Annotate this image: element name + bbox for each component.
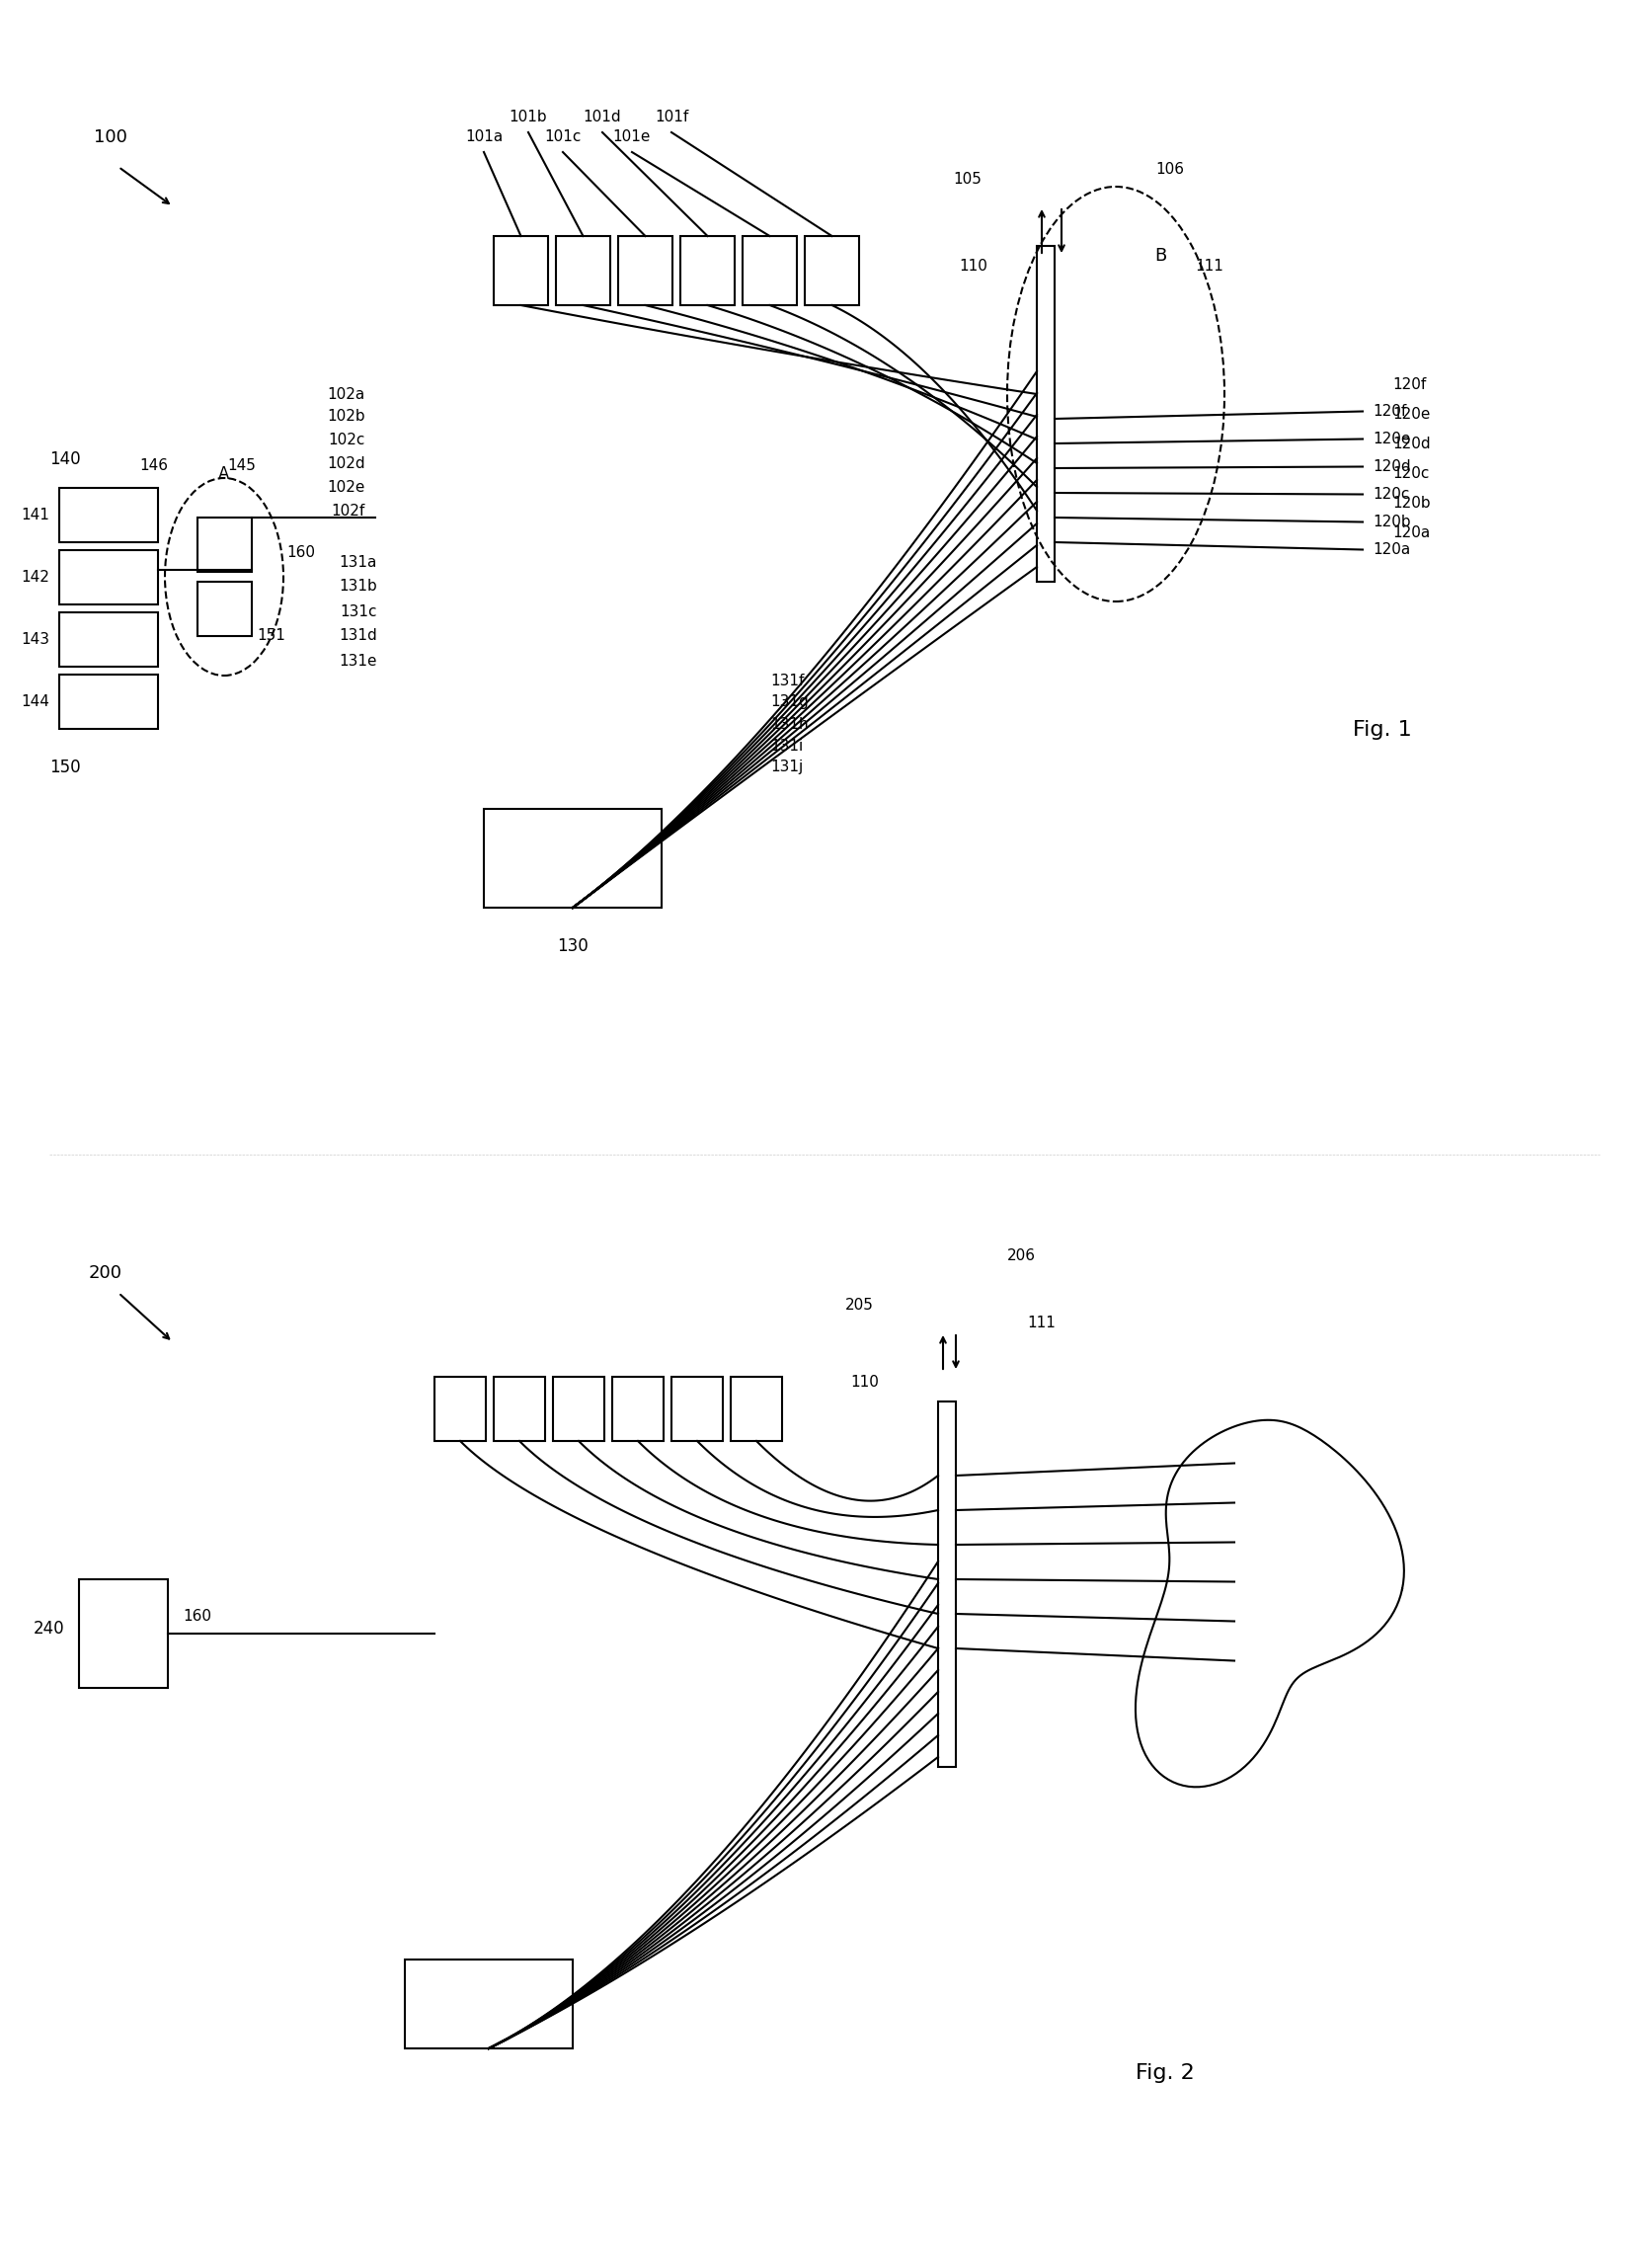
Text: 102f: 102f [332,504,365,518]
Text: 131b: 131b [339,578,377,594]
Bar [618,235,672,305]
Text: 120a: 120a [1393,524,1431,540]
Text: B: B [1155,247,1166,264]
Text: 205: 205 [844,1298,874,1313]
Text: 120e: 120e [1373,433,1411,446]
Bar [805,235,859,305]
Bar [742,235,796,305]
Text: 131g: 131g [770,695,808,710]
Bar [938,1401,957,1766]
Text: 131d: 131d [339,630,377,643]
Bar [59,612,159,666]
Text: 200: 200 [89,1264,122,1282]
Bar [484,809,661,908]
Text: 120c: 120c [1373,486,1409,502]
Bar [671,1376,724,1441]
Text: 160: 160 [286,545,316,560]
Text: 131i: 131i [770,737,803,753]
Bar [198,518,251,571]
Text: A: A [218,466,230,484]
Text: 141: 141 [21,509,50,522]
Text: 120f: 120f [1373,403,1406,419]
Text: 101e: 101e [613,130,651,143]
Bar [1037,247,1054,583]
Text: 106: 106 [1155,161,1184,177]
Bar [557,235,610,305]
Text: 145: 145 [226,457,256,473]
Text: 131e: 131e [339,654,377,668]
Text: 150: 150 [50,757,81,775]
Text: Fig. 2: Fig. 2 [1135,2064,1194,2082]
Text: 111: 111 [1194,258,1224,273]
Bar [553,1376,605,1441]
Text: 120e: 120e [1393,406,1431,421]
Text: 120d: 120d [1393,437,1431,450]
Text: 101b: 101b [509,110,547,125]
Bar [681,235,735,305]
Text: 131f: 131f [770,672,805,688]
Text: 101f: 101f [654,110,689,125]
Text: 102a: 102a [327,388,365,401]
Text: 120b: 120b [1393,495,1431,511]
Text: 130: 130 [557,937,588,955]
Bar [405,1959,573,2048]
Text: 101a: 101a [464,130,502,143]
Text: 120b: 120b [1373,515,1411,529]
Text: 120f: 120f [1393,376,1426,392]
Text: 101d: 101d [583,110,621,125]
Bar [59,549,159,605]
Bar [613,1376,664,1441]
Text: 100: 100 [94,128,127,146]
Text: 111: 111 [1028,1315,1056,1329]
Text: 140: 140 [50,450,81,468]
Text: 102d: 102d [327,455,365,471]
Text: 131c: 131c [340,605,377,619]
Bar [79,1580,169,1687]
Text: 142: 142 [21,569,50,585]
Bar [730,1376,781,1441]
Text: 131h: 131h [770,717,808,731]
Text: 102b: 102b [327,410,365,424]
Text: 146: 146 [139,457,169,473]
Text: 240: 240 [33,1620,64,1638]
Text: 160: 160 [183,1609,211,1625]
Bar [198,583,251,636]
Text: 143: 143 [21,632,50,648]
Bar [494,1376,545,1441]
Bar [434,1376,486,1441]
Bar [59,489,159,542]
Text: 102c: 102c [329,433,365,446]
Text: 131j: 131j [770,760,803,775]
Bar [59,675,159,728]
Text: 131a: 131a [339,554,377,569]
Text: 110: 110 [958,258,988,273]
Text: 206: 206 [1008,1248,1036,1264]
Text: 144: 144 [21,695,50,708]
Text: 110: 110 [851,1374,879,1389]
Text: 105: 105 [953,173,981,186]
Text: 120d: 120d [1373,459,1411,475]
Text: 120c: 120c [1393,466,1429,480]
Text: 151: 151 [256,630,286,643]
Text: 102e: 102e [327,480,365,495]
Text: Fig. 1: Fig. 1 [1353,719,1412,740]
Text: 120a: 120a [1373,542,1411,558]
Text: 101c: 101c [545,130,582,143]
Bar [494,235,548,305]
